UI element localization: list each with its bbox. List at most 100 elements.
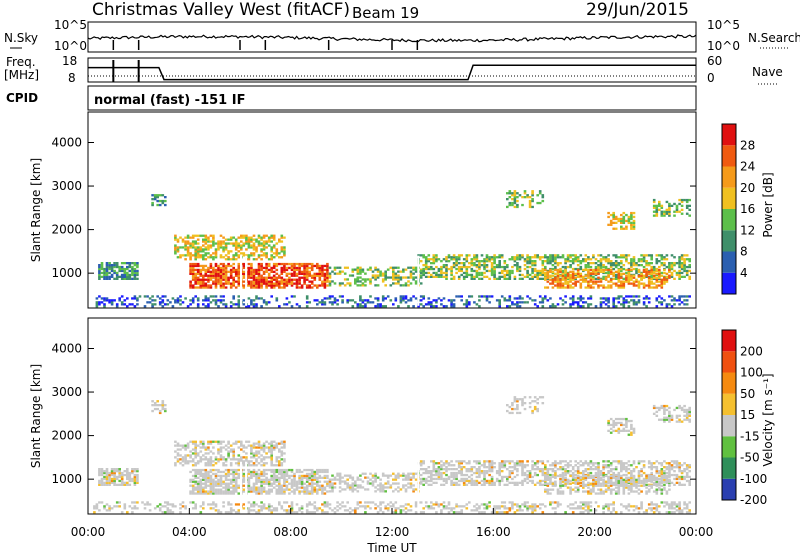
heatmap-cell-399 [280, 454, 284, 457]
heatmap-cell-949 [331, 478, 334, 481]
heatmap-cell-669 [255, 482, 258, 485]
heatmap-cell-1981 [584, 280, 588, 283]
heatmap-cell-1293 [480, 273, 484, 277]
heatmap-cell-1081 [407, 284, 410, 287]
heatmap-cell-1039 [384, 276, 387, 279]
heatmap-cell-2701 [518, 295, 522, 298]
heatmap-cell-1993 [594, 480, 598, 483]
heatmap-cell-2527 [308, 301, 311, 304]
heatmap-cell-2207 [513, 192, 517, 195]
heatmap-cell-1525 [559, 460, 562, 463]
heatmap-cell-189 [202, 256, 205, 259]
heatmap-cell-2714 [541, 305, 545, 308]
heatmap-cell-2153 [660, 280, 664, 283]
heatmap-cell-2719 [544, 295, 547, 298]
heatmap-cell-1901 [549, 478, 552, 481]
heatmap-cell-242 [222, 440, 225, 443]
heatmap-cell-1700 [622, 264, 626, 267]
heatmap-cell-308 [242, 234, 246, 237]
heatmap-cell-1005 [364, 284, 367, 287]
heatmap-cell-1133 [424, 262, 428, 265]
heatmap-cell-609 [237, 280, 241, 283]
heatmap-cell-1499 [551, 258, 555, 261]
heatmap-cell-1220 [455, 256, 458, 259]
heatmap-cell-391 [270, 236, 273, 239]
heatmap-cell-88 [131, 273, 134, 277]
heatmap-cell-730 [270, 470, 273, 474]
heatmap-cell-1429 [523, 473, 527, 477]
heatmap-cell-1012 [369, 280, 372, 283]
heatmap-cell-1680 [614, 254, 618, 257]
heatmap-cell-1880 [688, 475, 691, 479]
heatmap-cell-947 [328, 282, 332, 285]
heatmap-cell-282 [234, 248, 238, 251]
heatmap-cell-1142 [427, 258, 431, 261]
heatmap-cell-1056 [392, 482, 395, 485]
heatmap-cell-2144 [658, 280, 661, 283]
heatmap-cell-445 [194, 280, 197, 283]
heatmap-cell-1093 [412, 272, 415, 275]
heatmap-cell-2451 [204, 295, 208, 298]
heatmap-cell-1099 [414, 270, 418, 273]
heatmap-cell-2778 [614, 305, 618, 308]
heatmap-cell-1780 [652, 466, 656, 469]
heatmap-cell-1907 [554, 276, 557, 279]
heatmap-cell-1438 [526, 464, 529, 467]
heatmap-cell-1606 [589, 460, 593, 463]
heatmap-cell-525 [214, 274, 218, 277]
heatmap-cell-1835 [673, 477, 676, 481]
heatmap-cell-1159 [432, 462, 436, 465]
heatmap-cell-1243 [460, 470, 463, 473]
heatmap-cell-2409 [153, 299, 157, 302]
heatmap-cell-2158 [663, 278, 666, 281]
heatmap-cell-2733 [569, 303, 572, 306]
heatmap-cell-1872 [685, 269, 689, 273]
heatmap-cell-699 [260, 286, 263, 289]
heatmap-cell-422 [189, 286, 192, 289]
heatmap-cell-1033 [379, 486, 382, 489]
heatmap-cell-1646 [604, 466, 608, 469]
heatmap-cell-125 [179, 454, 182, 457]
heatmap-cell-583 [229, 286, 233, 289]
heatmap-cell-1212 [450, 468, 453, 471]
heatmap-cell-362 [267, 446, 271, 449]
heatmap-cell-2008 [594, 280, 598, 283]
heatmap-cell-295 [245, 460, 248, 463]
heatmap-cell-1524 [559, 462, 562, 465]
heatmap-cell-2321 [665, 208, 669, 211]
heatmap-cell-1928 [564, 482, 567, 485]
heatmap-cell-372 [265, 256, 268, 259]
heatmap-cell-1627 [597, 468, 600, 471]
heatmap-cell-1825 [668, 466, 671, 469]
heatmap-cell-0 [98, 277, 101, 280]
heatmap-cell-582 [232, 488, 235, 491]
heatmap-cell-34 [108, 264, 111, 267]
heatmap-cell-58 [118, 483, 121, 486]
heatmap-cell-57 [115, 468, 119, 471]
heatmap-cell-1852 [678, 475, 681, 479]
heatmap-cell-629 [242, 280, 246, 283]
heatmap-cell-1662 [609, 464, 613, 467]
heatmap-cell-2259 [617, 217, 621, 221]
heatmap-cell-1707 [625, 473, 628, 477]
heatmap-cell-2754 [587, 303, 590, 306]
heatmap-cell-752 [278, 490, 281, 493]
heatmap-cell-343 [260, 446, 263, 449]
heatmap-cell-618 [237, 262, 241, 266]
heatmap-cell-54 [115, 262, 119, 265]
heatmap-cell-399 [272, 234, 276, 237]
heatmap-cell-1560 [574, 470, 577, 473]
heatmap-cell-766 [278, 284, 281, 287]
heatmap-cell-1920 [561, 492, 565, 495]
heatmap-cell-2317 [663, 212, 666, 215]
heatmap-cell-15 [103, 483, 106, 486]
heatmap-cell-657 [252, 488, 256, 491]
heatmap-cell-587 [232, 476, 235, 479]
heatmap-cell-146 [186, 236, 190, 239]
heatmap-cell-67 [120, 479, 124, 483]
heatmap-cell-1866 [683, 475, 686, 479]
heatmap-cell-565 [227, 484, 230, 487]
heatmap-cell-1616 [594, 471, 598, 475]
heatmap-cell-473 [202, 286, 205, 289]
heatmap-cell-694 [257, 270, 261, 273]
